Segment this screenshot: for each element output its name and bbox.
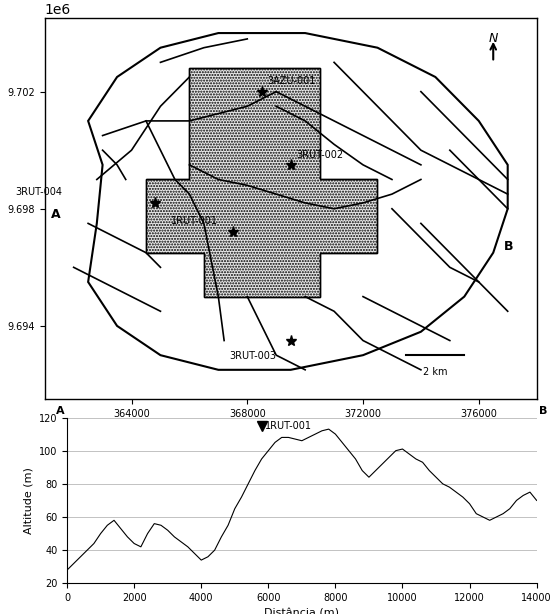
Text: $N$: $N$ xyxy=(487,32,499,45)
Text: 3RUT-003: 3RUT-003 xyxy=(229,351,276,361)
Text: 1RUT-001: 1RUT-001 xyxy=(265,421,312,431)
Text: A: A xyxy=(56,406,65,416)
Text: 3RUT-002: 3RUT-002 xyxy=(296,150,344,160)
Text: 3AZU-001: 3AZU-001 xyxy=(268,76,316,86)
Text: 1RUT-001: 1RUT-001 xyxy=(172,216,219,227)
Text: 2 km: 2 km xyxy=(423,367,448,377)
Text: B: B xyxy=(504,240,514,254)
Polygon shape xyxy=(146,68,377,297)
X-axis label: Distância (m): Distância (m) xyxy=(264,608,339,614)
Text: 3RUT-004: 3RUT-004 xyxy=(15,187,62,197)
Text: B: B xyxy=(539,406,547,416)
Text: A: A xyxy=(50,208,60,221)
Y-axis label: Altitude (m): Altitude (m) xyxy=(23,467,34,534)
